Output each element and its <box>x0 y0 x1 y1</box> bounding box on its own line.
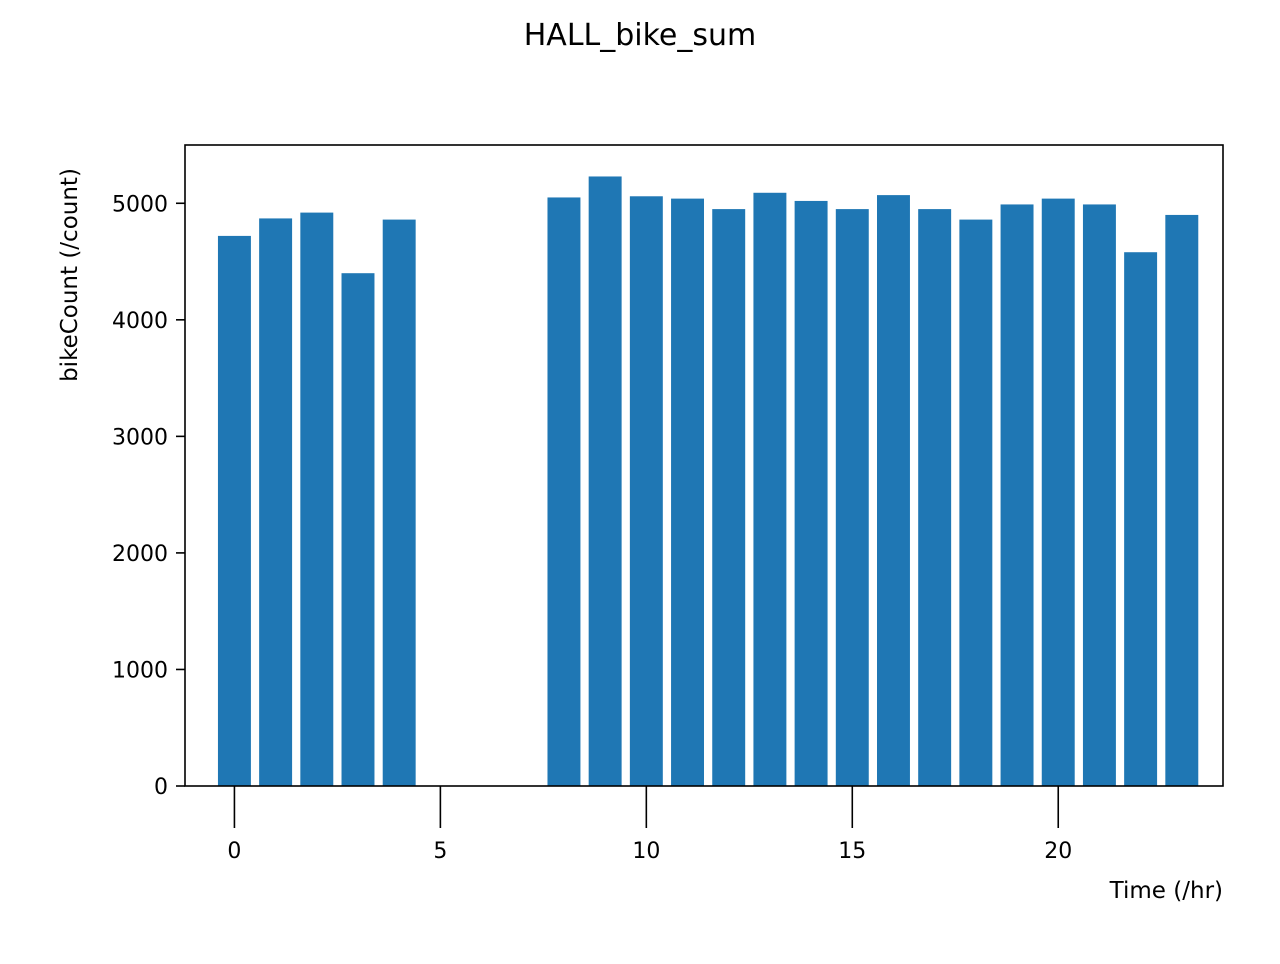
bar-hour-14 <box>794 200 828 786</box>
y-tick-label: 0 <box>154 775 168 800</box>
bar-hour-23 <box>1165 214 1199 786</box>
bar-hour-1 <box>259 218 293 787</box>
bar-hour-21 <box>1082 204 1116 786</box>
y-tick-label: 2000 <box>112 542 168 567</box>
bar-hour-19 <box>1000 204 1034 786</box>
bar-hour-16 <box>877 195 910 787</box>
x-axis-ticks: 0 5 10 15 20 <box>227 786 1072 864</box>
bar-hour-0 <box>217 235 251 786</box>
bar-hour-18 <box>959 219 993 787</box>
bar-hour-20 <box>1041 198 1075 787</box>
y-tick-label: 3000 <box>112 425 168 450</box>
bar-hour-17 <box>918 209 952 787</box>
y-axis-ticks: 0 1000 2000 3000 4000 5000 <box>112 192 185 800</box>
x-tick-label: 15 <box>838 839 866 864</box>
plot-frame <box>184 144 1224 787</box>
y-tick-label: 1000 <box>112 658 168 683</box>
x-tick-label: 0 <box>227 839 241 864</box>
x-tick-label: 5 <box>433 839 447 864</box>
bar-hour-22 <box>1124 252 1158 787</box>
y-tick-label: 5000 <box>112 192 168 217</box>
bar-hour-4 <box>382 219 416 787</box>
bar-hour-10 <box>629 196 663 786</box>
x-tick-label: 10 <box>632 839 660 864</box>
bar-hour-3 <box>341 273 375 786</box>
y-axis-label: bikeCount (/count) <box>57 168 83 382</box>
bar-hour-8 <box>547 197 581 786</box>
bars-group <box>217 176 1199 787</box>
chart-title: HALL_bike_sum <box>524 18 757 53</box>
y-tick-label: 4000 <box>112 309 168 334</box>
x-axis-label: Time (/hr) <box>1109 878 1223 904</box>
bar-hour-2 <box>300 212 334 787</box>
bar-hour-12 <box>712 209 746 787</box>
bar-hour-9 <box>588 176 622 787</box>
bar-hour-15 <box>835 209 869 787</box>
bar-hour-13 <box>753 192 787 786</box>
bar-hour-11 <box>671 198 704 787</box>
x-tick-label: 20 <box>1044 839 1072 864</box>
